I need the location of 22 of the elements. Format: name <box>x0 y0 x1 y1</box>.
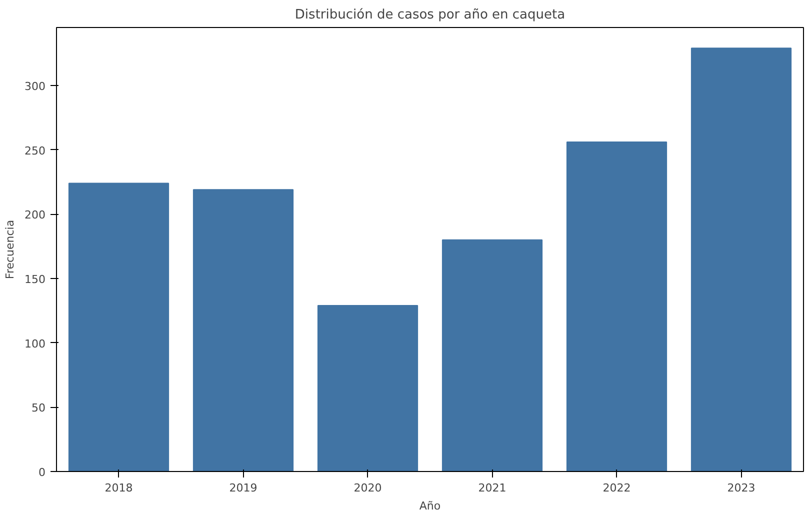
y-tick-label: 300 <box>24 80 46 93</box>
bar <box>690 48 792 472</box>
x-tick-label: 2019 <box>229 482 258 494</box>
bar <box>442 239 543 472</box>
bar <box>192 189 294 472</box>
x-tick-label: 2022 <box>602 482 631 494</box>
bar <box>566 142 668 472</box>
y-tick-label: 50 <box>32 402 46 415</box>
y-tick-label: 250 <box>24 144 46 158</box>
y-tick-label: 150 <box>24 272 46 286</box>
x-tick-label: 2023 <box>727 482 756 494</box>
y-tick-label: 100 <box>24 337 46 350</box>
y-tick-label: 0 <box>38 466 46 479</box>
x-tick-label: 2020 <box>354 482 382 494</box>
bar <box>68 182 170 472</box>
x-tick-label: 2021 <box>478 482 506 494</box>
y-axis-title: Frecuencia <box>4 220 17 280</box>
y-tick-label: 200 <box>24 208 46 222</box>
bar <box>317 304 418 472</box>
chart-title: Distribución de casos por año en caqueta <box>294 8 566 22</box>
x-axis-title: Año <box>419 500 441 512</box>
x-tick-label: 2018 <box>104 482 133 494</box>
